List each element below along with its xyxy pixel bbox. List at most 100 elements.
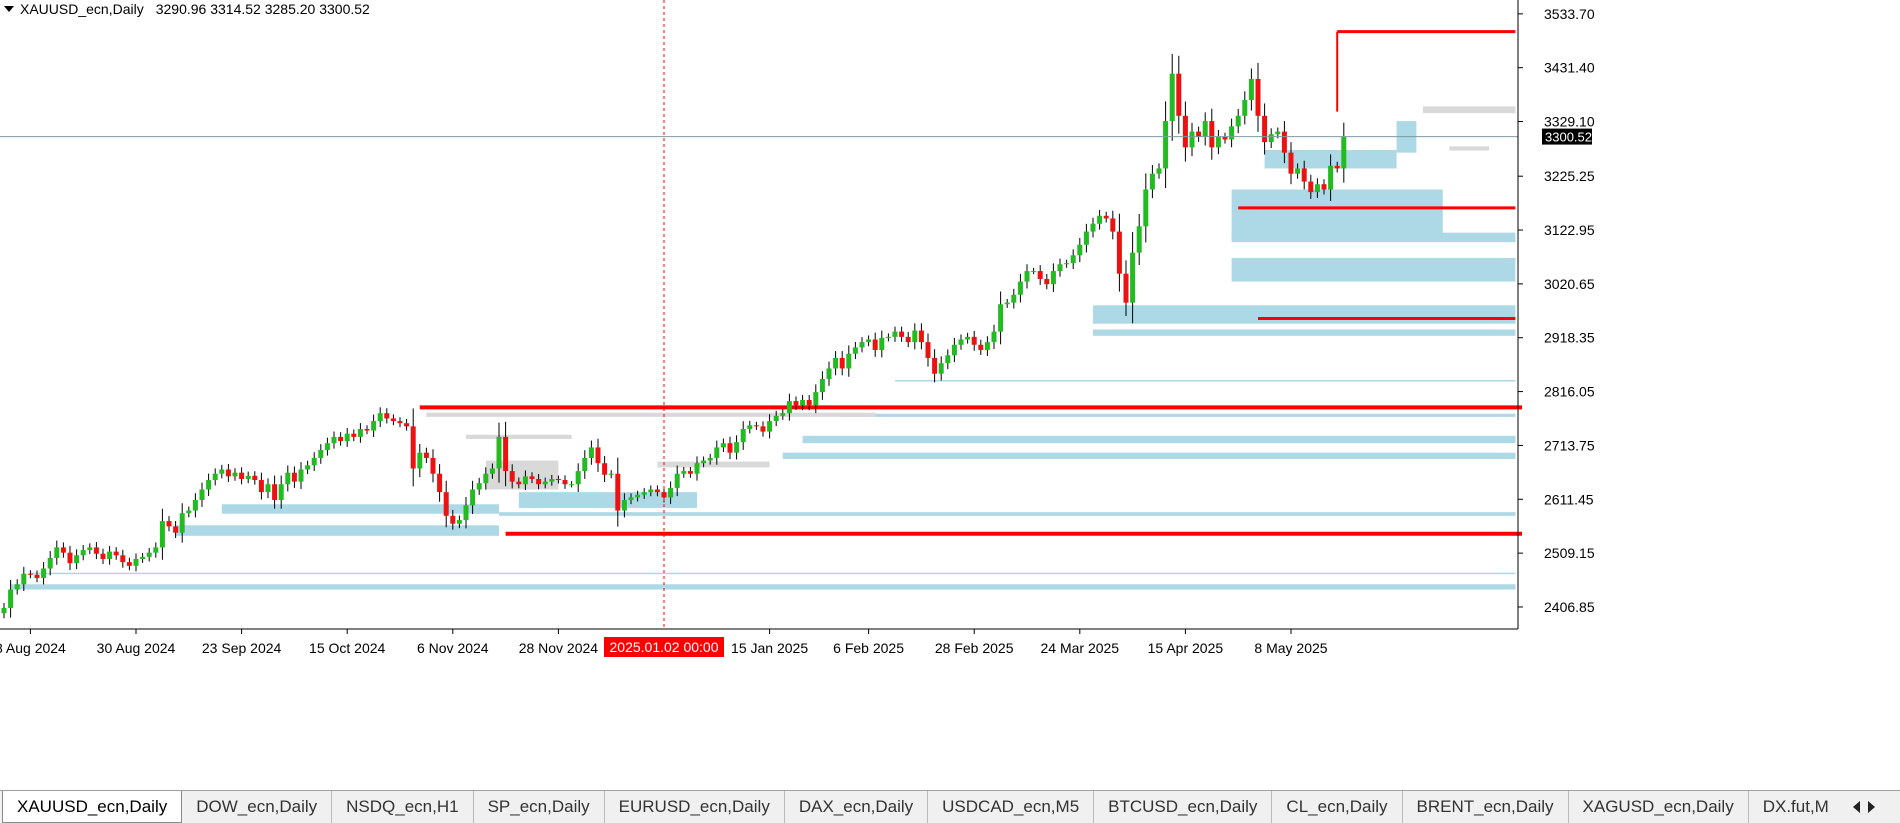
bearish-candle bbox=[27, 573, 33, 575]
tab-btcusd-ecn-daily[interactable]: BTCUSD_ecn,Daily bbox=[1094, 791, 1273, 823]
bullish-candle bbox=[47, 557, 53, 569]
tab-nsdq-ecn-h1[interactable]: NSDQ_ecn,H1 bbox=[332, 791, 474, 823]
bullish-candle bbox=[608, 473, 614, 475]
last-price-label: 3300.52 bbox=[1545, 130, 1592, 145]
bearish-candle bbox=[126, 562, 132, 566]
demand-zone bbox=[175, 525, 499, 536]
tab-sp-ecn-daily[interactable]: SP_ecn,Daily bbox=[474, 791, 605, 823]
bullish-candle bbox=[582, 457, 588, 472]
bullish-candle bbox=[549, 478, 555, 482]
bullish-candle bbox=[720, 443, 726, 448]
bearish-candle bbox=[1209, 121, 1215, 148]
zones-layer bbox=[10, 106, 1516, 590]
bearish-candle bbox=[173, 526, 179, 533]
bullish-candle bbox=[767, 421, 773, 432]
scroll-right-icon[interactable] bbox=[1868, 801, 1875, 813]
bullish-candle bbox=[1189, 131, 1195, 148]
supply-zone bbox=[1423, 106, 1516, 114]
bearish-candle bbox=[615, 473, 621, 511]
x-tick-label: 15 Oct 2024 bbox=[309, 640, 385, 656]
bullish-candle bbox=[1031, 271, 1037, 273]
bearish-candle bbox=[1103, 215, 1109, 219]
bearish-candle bbox=[1222, 136, 1228, 140]
tab-dow-ecn-daily[interactable]: DOW_ecn,Daily bbox=[182, 791, 333, 823]
bullish-candle bbox=[1143, 189, 1149, 227]
bullish-candle bbox=[206, 480, 212, 490]
bearish-candle bbox=[443, 492, 449, 516]
bullish-candle bbox=[133, 558, 139, 566]
bearish-candle bbox=[503, 436, 509, 472]
y-tick-label: 2509.15 bbox=[1544, 545, 1595, 561]
bullish-candle bbox=[1229, 126, 1235, 140]
bearish-candle bbox=[1044, 278, 1050, 285]
demand-zone bbox=[1231, 189, 1443, 237]
demand-zone bbox=[782, 452, 1516, 459]
bearish-candle bbox=[1123, 273, 1129, 303]
bullish-candle bbox=[628, 497, 634, 501]
x-tick-label: 28 Feb 2025 bbox=[935, 640, 1014, 656]
tab-cl-ecn-daily[interactable]: CL_ecn,Daily bbox=[1272, 791, 1403, 823]
bullish-candle bbox=[1268, 134, 1274, 143]
scroll-left-icon[interactable] bbox=[1853, 801, 1860, 813]
bullish-candle bbox=[344, 433, 350, 442]
x-tick-label: 23 Sep 2024 bbox=[202, 640, 282, 656]
x-tick-label: 15 Apr 2025 bbox=[1148, 640, 1224, 656]
bullish-candle bbox=[1275, 131, 1281, 135]
supply-zone bbox=[1449, 146, 1489, 151]
price-chart[interactable]: 3533.70 3431.40 3329.10 3225.25 3122.95 3020.… bbox=[0, 0, 1900, 790]
tab-xauusd-ecn-daily[interactable]: XAUUSD_ecn,Daily bbox=[2, 791, 183, 823]
y-tick-label: 3122.95 bbox=[1544, 222, 1595, 238]
bullish-candle bbox=[456, 520, 462, 524]
bullish-candle bbox=[357, 428, 363, 437]
tab-dax-ecn-daily[interactable]: DAX_ecn,Daily bbox=[785, 791, 929, 823]
tab-brent-ecn-daily[interactable]: BRENT_ecn,Daily bbox=[1403, 791, 1569, 823]
bullish-candle bbox=[1070, 255, 1076, 264]
bearish-candle bbox=[971, 336, 977, 345]
bearish-candle bbox=[509, 471, 515, 482]
bullish-candle bbox=[859, 342, 865, 348]
bearish-candle bbox=[753, 425, 759, 427]
bearish-candle bbox=[225, 469, 231, 477]
bullish-candle bbox=[1077, 244, 1083, 256]
chart-background bbox=[0, 0, 1900, 790]
demand-zone bbox=[499, 512, 1516, 516]
demand-zone bbox=[1093, 329, 1516, 336]
bullish-candle bbox=[773, 415, 779, 422]
bearish-candle bbox=[166, 521, 172, 527]
bullish-candle bbox=[265, 484, 271, 493]
tab-dx-fut-m5[interactable]: DX.fut,M5 bbox=[1749, 791, 1828, 823]
tab-xagusd-ecn-daily[interactable]: XAGUSD_ecn,Daily bbox=[1569, 791, 1749, 823]
bullish-candle bbox=[74, 555, 80, 564]
bullish-candle bbox=[542, 481, 548, 485]
collapse-triangle-icon[interactable] bbox=[4, 6, 14, 12]
bearish-candle bbox=[291, 472, 297, 482]
bullish-candle bbox=[87, 547, 93, 551]
bearish-candle bbox=[390, 418, 396, 422]
overlay-layer bbox=[0, 0, 1518, 629]
demand-zone bbox=[802, 435, 1516, 444]
bullish-candle bbox=[575, 471, 581, 485]
bullish-candle bbox=[311, 457, 317, 466]
tab-usdcad-ecn-m5[interactable]: USDCAD_ecn,M5 bbox=[928, 791, 1095, 823]
demand-zone bbox=[1231, 257, 1516, 282]
bullish-candle bbox=[245, 475, 251, 479]
bullish-candle bbox=[800, 400, 806, 406]
candles-layer bbox=[1, 53, 1347, 619]
bearish-candle bbox=[555, 478, 561, 481]
bullish-candle bbox=[522, 476, 528, 485]
bullish-candle bbox=[377, 413, 383, 422]
x-tick-label: 8 May 2025 bbox=[1254, 640, 1327, 656]
bearish-candle bbox=[423, 452, 429, 458]
bullish-candle bbox=[780, 413, 786, 416]
bullish-candle bbox=[1097, 215, 1103, 224]
tab-list: XAUUSD_ecn,Daily DOW_ecn,Daily NSDQ_ecn,H1… bbox=[0, 791, 1828, 823]
bullish-candle bbox=[991, 331, 997, 343]
demand-zone bbox=[1093, 305, 1516, 324]
chart-info: XAUUSD_ecn,Daily 3290.96 3314.52 3285.20… bbox=[4, 0, 370, 18]
tab-eurusd-ecn-daily[interactable]: EURUSD_ecn,Daily bbox=[605, 791, 785, 823]
bearish-candle bbox=[1116, 231, 1122, 274]
y-tick-label: 2713.75 bbox=[1544, 437, 1595, 453]
bullish-candle bbox=[879, 337, 885, 351]
bullish-candle bbox=[1163, 121, 1169, 169]
